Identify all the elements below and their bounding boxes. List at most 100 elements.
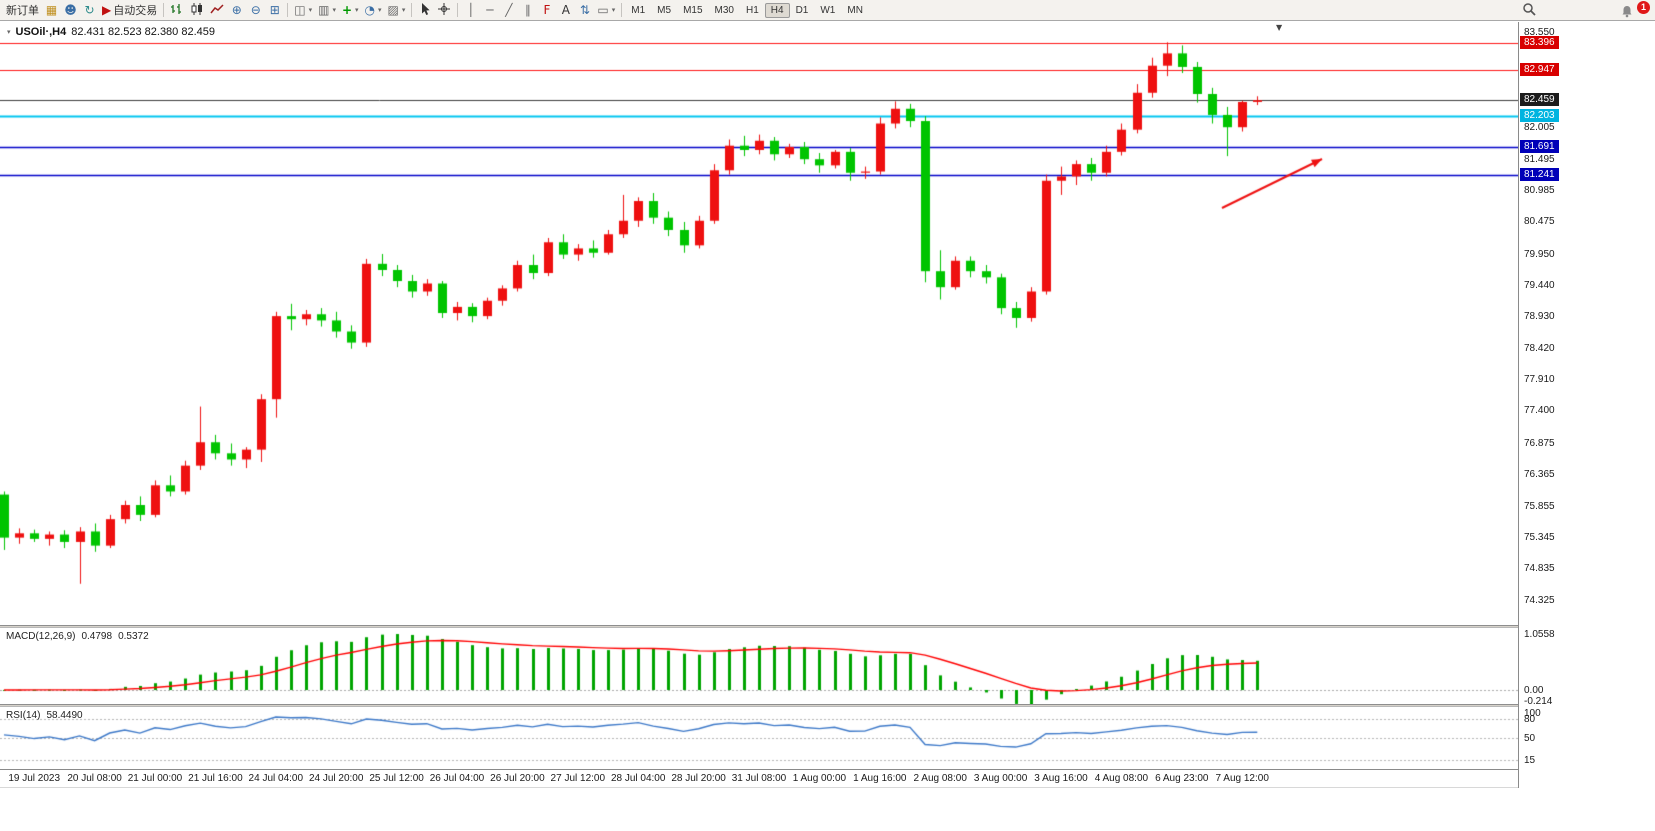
arrows-tool-button[interactable]: ⇅ (575, 1, 594, 19)
clock-icon: ◔ (364, 3, 376, 17)
zoom-out-button[interactable]: ⊖ (246, 1, 265, 19)
axis-tick-label: 74.325 (1524, 594, 1555, 606)
new-chart-icon: ◫ (294, 3, 306, 17)
accounts-button[interactable]: ☻ (61, 1, 80, 19)
shapes-tool-button[interactable]: ▭ ▾ (594, 1, 618, 19)
chevron-down-icon: ▾ (355, 6, 359, 14)
candlestick-chart-button[interactable] (187, 1, 207, 19)
timeframe-w1[interactable]: W1 (820, 4, 836, 16)
macd-label: MACD(12,26,9) 0.4798 0.5372 (6, 631, 149, 642)
line-chart-button[interactable] (207, 1, 227, 19)
timeframe-h1[interactable]: H1 (745, 4, 759, 16)
axis-tick-label: 78.930 (1524, 311, 1555, 323)
text-tool-button[interactable]: A (556, 1, 575, 19)
axis-tick-label: 78.420 (1524, 342, 1555, 354)
zoom-in-button[interactable]: ⊕ (227, 1, 246, 19)
rsi-name: RSI(14) (6, 710, 41, 721)
vertical-line-icon: │ (467, 3, 475, 17)
axis-tick-label: 79.440 (1524, 279, 1555, 291)
axis-tick-label: 81.495 (1524, 153, 1555, 165)
new-order-label: 新订单 (6, 5, 39, 17)
axis-tick-label: 77.910 (1524, 374, 1555, 386)
toolbar-separator (621, 3, 623, 17)
tile-windows-button[interactable]: ⊞ (265, 1, 284, 19)
new-chart-button[interactable]: ◫ ▾ (291, 1, 315, 19)
channel-icon: ∥ (524, 3, 531, 17)
axis-tick-label: 80 (1524, 714, 1536, 726)
line-chart-icon (210, 2, 224, 19)
timeframe-m1[interactable]: M1 (631, 4, 646, 16)
price-badge: 82.459 (1520, 93, 1559, 107)
chevron-down-icon: ▾ (401, 6, 406, 14)
notification-badge: 1 (1637, 1, 1650, 14)
time-axis[interactable]: 19 Jul 2023 20 Jul 08:00 21 Jul 00:00 21 Ju… (0, 769, 1518, 788)
periods-button[interactable]: ◔ ▾ (362, 1, 385, 19)
profiles-button[interactable]: ▥ ▾ (315, 1, 339, 19)
price-chart-canvas[interactable] (0, 22, 1518, 625)
chart-window-button[interactable]: ▦ (42, 1, 61, 19)
chevron-down-icon: ▾ (378, 6, 382, 14)
ohlc-values-label: 82.431 82.523 82.380 82.459 (71, 26, 215, 38)
vertical-line-tool-button[interactable]: │ (461, 1, 480, 19)
timeframe-h4[interactable]: H4 (764, 2, 790, 18)
axis-tick-label: 79.950 (1524, 248, 1555, 260)
toolbar: 新订单 ▦ ☻ ↻ ▶ 自动交易 ⊕ ⊖ ⊞ (0, 0, 1655, 21)
chart-shift-marker[interactable]: ▼ (1276, 23, 1283, 32)
bar-chart-button[interactable] (167, 1, 187, 19)
autotrading-button[interactable]: ▶ 自动交易 (99, 1, 160, 19)
trendline-tool-button[interactable]: ╱ (499, 1, 518, 19)
price-axis[interactable]: 83.550 82.005 81.495 80.985 80.475 79.950 79.4… (1518, 22, 1655, 788)
symbol-dropdown-icon[interactable]: ▾ (7, 28, 11, 36)
notifications-button[interactable]: 1 (1620, 1, 1650, 19)
price-badge: 83.396 (1520, 35, 1559, 49)
accounts-icon: ☻ (64, 3, 77, 17)
timeframe-m15[interactable]: M15 (683, 4, 703, 16)
time-tick-label: 31 Jul 08:00 (731, 773, 787, 784)
crosshair-button[interactable] (434, 1, 454, 19)
time-tick-label: 21 Jul 00:00 (127, 773, 183, 784)
bar-chart-icon (170, 2, 184, 19)
chart-header: ▾ USOil·,H4 82.431 82.523 82.380 82.459 (6, 26, 215, 38)
refresh-button[interactable]: ↻ (80, 1, 99, 19)
price-badge: 81.691 (1520, 140, 1559, 154)
new-order-button[interactable]: 新订单 (3, 1, 42, 19)
rsi-indicator-canvas[interactable] (0, 707, 1518, 769)
timeframe-m30[interactable]: M30 (714, 4, 734, 16)
fibonacci-tool-button[interactable]: F (537, 1, 556, 19)
axis-tick-label: 80.475 (1524, 216, 1555, 228)
timeframe-mn[interactable]: MN (847, 4, 863, 16)
axis-tick-label: 83.550 (1524, 27, 1555, 39)
toolbar-separator (411, 3, 413, 17)
panel-divider[interactable] (0, 704, 1655, 707)
indicators-button[interactable]: + ▾ (339, 1, 362, 19)
templates-button[interactable]: ▨ ▾ (385, 1, 409, 19)
axis-tick-label: 75.855 (1524, 500, 1555, 512)
channel-tool-button[interactable]: ∥ (518, 1, 537, 19)
time-tick-label: 26 Jul 20:00 (490, 773, 545, 784)
cursor-button[interactable] (415, 1, 434, 19)
macd-main-value: 0.4798 (81, 631, 113, 642)
axis-tick-label: 76.365 (1524, 469, 1555, 481)
profiles-icon: ▥ (318, 3, 330, 17)
template-icon: ▨ (387, 3, 399, 17)
time-tick-label: 19 Jul 2023 (8, 773, 61, 784)
timeframe-m5[interactable]: M5 (657, 4, 672, 16)
time-tick-label: 6 Aug 23:00 (1155, 773, 1209, 784)
indicators-icon: + (341, 3, 353, 17)
horizontal-line-tool-button[interactable]: ─ (480, 1, 499, 19)
refresh-icon: ↻ (84, 3, 95, 17)
panel-divider[interactable] (0, 625, 1655, 628)
timeframe-d1[interactable]: D1 (795, 4, 809, 16)
time-tick-label: 3 Aug 16:00 (1034, 773, 1088, 784)
macd-indicator-canvas[interactable] (0, 628, 1518, 704)
time-tick-label: 1 Aug 00:00 (792, 773, 847, 784)
axis-tick-label: 80.985 (1524, 184, 1555, 196)
time-tick-label: 25 Jul 12:00 (369, 773, 424, 784)
bell-icon (1620, 4, 1634, 21)
chevron-down-icon: ▾ (308, 6, 313, 14)
search-button[interactable] (1519, 2, 1540, 20)
tile-windows-icon: ⊞ (269, 3, 280, 17)
axis-tick-label: 15 (1524, 754, 1536, 766)
cursor-icon (419, 2, 431, 19)
horizontal-line-icon: ─ (486, 3, 494, 17)
